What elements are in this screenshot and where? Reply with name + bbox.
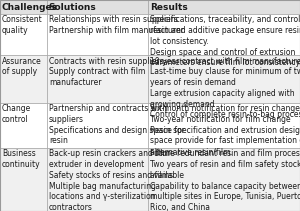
Bar	[0, 0, 47, 14]
Bar	[148, 0, 300, 14]
Text: Six-month notification for resin change
Two-year notification for film change
Re: Six-month notification for resin change …	[150, 104, 300, 156]
Bar	[0, 103, 47, 148]
Bar	[148, 103, 300, 148]
Text: Business
continuity: Business continuity	[2, 149, 40, 169]
Text: Contracts with resin suppliers
Supply contract with film
manufacturer: Contracts with resin suppliers Supply co…	[49, 57, 164, 87]
Text: Future redundant resin and film processes
Two years of resin and film safety sto: Future redundant resin and film processe…	[150, 149, 300, 211]
Text: Consistent
quality: Consistent quality	[2, 15, 43, 35]
Bar	[0, 148, 47, 211]
Bar	[47, 148, 148, 211]
Text: Relationships with resin suppliers
Partnership with film manufacturer: Relationships with resin suppliers Partn…	[49, 15, 184, 35]
Text: Assurance
of supply: Assurance of supply	[2, 57, 41, 76]
Bar	[47, 103, 148, 148]
Text: Change
control: Change control	[2, 104, 31, 124]
Bar	[47, 55, 148, 103]
Bar	[47, 0, 148, 14]
Bar	[47, 14, 148, 55]
Bar	[0, 55, 47, 103]
Bar	[148, 148, 300, 211]
Text: 10-year contract with film manufacturer
Last-time buy clause for minimum of two
: 10-year contract with film manufacturer …	[150, 57, 300, 119]
Text: Challenges: Challenges	[2, 3, 58, 12]
Bar	[148, 14, 300, 55]
Bar	[148, 55, 300, 103]
Text: Back-up resin crackers and film
extruder in development
Safety stocks of resins : Back-up resin crackers and film extruder…	[49, 149, 173, 211]
Text: Results: Results	[150, 3, 188, 12]
Bar	[0, 14, 47, 55]
Text: Partnership and contracts with
suppliers
Specifications and design space for
res: Partnership and contracts with suppliers…	[49, 104, 185, 145]
Text: Solutions: Solutions	[49, 3, 97, 12]
Text: Specifications, traceability, and control of
resin and additive package ensure r: Specifications, traceability, and contro…	[150, 15, 300, 67]
